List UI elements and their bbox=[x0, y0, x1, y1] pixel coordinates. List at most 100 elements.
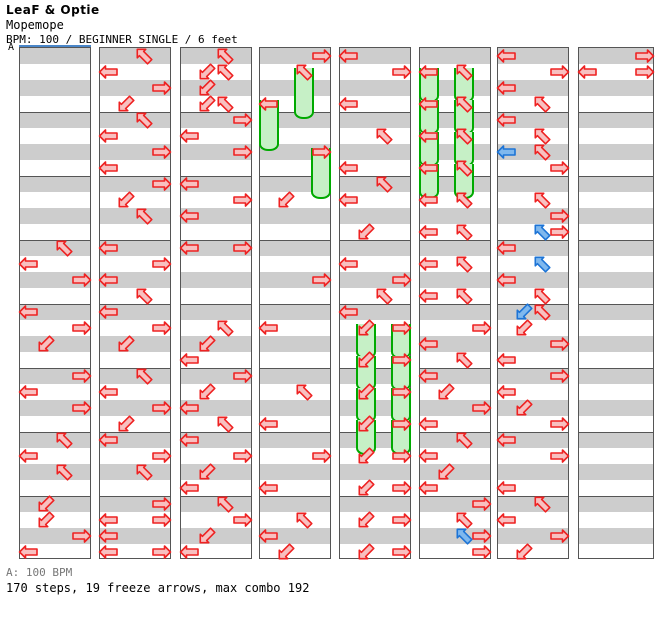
note-arrow-left[interactable] bbox=[495, 384, 519, 400]
freeze-head-arrow-up[interactable] bbox=[452, 128, 476, 145]
note-arrow-down[interactable] bbox=[195, 95, 219, 112]
freeze-head-arrow-left[interactable] bbox=[417, 64, 441, 80]
note-arrow-left[interactable] bbox=[178, 176, 202, 192]
note-arrow-left[interactable] bbox=[417, 336, 441, 352]
note-arrow-left[interactable] bbox=[178, 544, 202, 560]
note-arrow-right[interactable] bbox=[632, 64, 656, 80]
measure-column[interactable] bbox=[495, 45, 571, 560]
freeze-head-arrow-left[interactable] bbox=[417, 160, 441, 176]
note-arrow-left[interactable] bbox=[417, 288, 441, 304]
note-arrow-left[interactable] bbox=[417, 368, 441, 384]
note-arrow-down[interactable] bbox=[354, 511, 378, 528]
note-arrow-up[interactable] bbox=[52, 464, 76, 481]
note-arrow-up[interactable] bbox=[530, 304, 554, 321]
freeze-head-arrow-down[interactable] bbox=[354, 319, 378, 336]
note-arrow-left[interactable] bbox=[178, 208, 202, 224]
note-arrow-down[interactable] bbox=[114, 95, 138, 112]
note-arrow-left[interactable] bbox=[97, 64, 121, 80]
note-arrow-left[interactable] bbox=[97, 384, 121, 400]
note-arrow-left[interactable] bbox=[495, 80, 519, 96]
measure-column[interactable] bbox=[576, 45, 656, 559]
note-arrow-right[interactable] bbox=[149, 256, 173, 272]
note-arrow-left[interactable] bbox=[495, 112, 519, 128]
note-arrow-up[interactable] bbox=[530, 496, 554, 513]
note-arrow-down[interactable] bbox=[195, 335, 219, 352]
note-arrow-left[interactable] bbox=[178, 432, 202, 448]
note-arrow-left[interactable] bbox=[417, 224, 441, 240]
note-arrow-up[interactable] bbox=[452, 432, 476, 449]
note-arrow-left[interactable] bbox=[257, 528, 281, 544]
note-arrow-up[interactable] bbox=[452, 192, 476, 209]
note-arrow-left[interactable] bbox=[97, 528, 121, 544]
note-arrow-left[interactable] bbox=[576, 64, 600, 80]
note-arrow-up[interactable] bbox=[530, 288, 554, 305]
note-arrow-right[interactable] bbox=[69, 368, 93, 384]
note-arrow-left[interactable] bbox=[178, 352, 202, 368]
note-arrow-right[interactable] bbox=[389, 544, 413, 560]
freeze-arrow[interactable] bbox=[259, 100, 279, 151]
note-arrow-up[interactable] bbox=[52, 240, 76, 257]
note-arrow-up[interactable] bbox=[372, 128, 396, 145]
note-arrow-right[interactable] bbox=[69, 320, 93, 336]
note-arrow-up[interactable] bbox=[530, 96, 554, 113]
note-arrow-up[interactable] bbox=[452, 224, 476, 241]
note-arrow-left[interactable] bbox=[495, 432, 519, 448]
note-arrow-left[interactable] bbox=[178, 240, 202, 256]
measure-column[interactable] bbox=[417, 45, 493, 559]
note-arrow-down[interactable] bbox=[354, 543, 378, 560]
note-arrow-right[interactable] bbox=[149, 144, 173, 160]
note-arrow-left[interactable] bbox=[495, 240, 519, 256]
note-arrow-down[interactable] bbox=[512, 399, 536, 416]
note-arrow-down[interactable] bbox=[34, 495, 58, 512]
note-arrow-left[interactable] bbox=[17, 304, 41, 320]
note-arrow-down[interactable] bbox=[354, 223, 378, 240]
note-arrow-left[interactable] bbox=[97, 512, 121, 528]
note-arrow-left[interactable] bbox=[97, 240, 121, 256]
note-arrow-up[interactable] bbox=[292, 512, 316, 529]
note-arrow-up[interactable] bbox=[530, 256, 554, 273]
note-arrow-right[interactable] bbox=[547, 368, 571, 384]
freeze-head-arrow-right[interactable] bbox=[389, 320, 413, 336]
note-arrow-down[interactable] bbox=[274, 543, 298, 560]
note-arrow-up[interactable] bbox=[132, 368, 156, 385]
note-arrow-left[interactable] bbox=[495, 512, 519, 528]
note-arrow-up[interactable] bbox=[452, 288, 476, 305]
note-arrow-up[interactable] bbox=[132, 464, 156, 481]
note-arrow-left[interactable] bbox=[178, 128, 202, 144]
note-arrow-down[interactable] bbox=[354, 447, 378, 464]
note-arrow-down[interactable] bbox=[512, 319, 536, 336]
note-arrow-right[interactable] bbox=[230, 448, 254, 464]
note-arrow-right[interactable] bbox=[547, 208, 571, 224]
measure-column[interactable] bbox=[178, 45, 254, 560]
note-arrow-down[interactable] bbox=[195, 463, 219, 480]
note-arrow-up[interactable] bbox=[372, 176, 396, 193]
note-arrow-up[interactable] bbox=[132, 288, 156, 305]
note-arrow-down[interactable] bbox=[195, 383, 219, 400]
note-arrow-up[interactable] bbox=[452, 528, 476, 545]
note-arrow-right[interactable] bbox=[469, 400, 493, 416]
note-arrow-up[interactable] bbox=[372, 288, 396, 305]
note-arrow-down[interactable] bbox=[434, 383, 458, 400]
note-arrow-up[interactable] bbox=[530, 192, 554, 209]
note-arrow-up[interactable] bbox=[213, 48, 237, 65]
note-arrow-down[interactable] bbox=[195, 79, 219, 96]
note-arrow-right[interactable] bbox=[149, 544, 173, 560]
note-arrow-right[interactable] bbox=[149, 80, 173, 96]
freeze-head-arrow-left[interactable] bbox=[417, 128, 441, 144]
measure-column[interactable] bbox=[257, 45, 332, 560]
note-arrow-right[interactable] bbox=[389, 448, 413, 464]
freeze-head-arrow-up[interactable] bbox=[452, 64, 476, 81]
note-arrow-right[interactable] bbox=[69, 528, 93, 544]
freeze-arrow[interactable] bbox=[311, 148, 331, 199]
note-arrow-right[interactable] bbox=[230, 112, 254, 128]
measure-column[interactable] bbox=[338, 45, 413, 560]
note-arrow-up[interactable] bbox=[132, 112, 156, 129]
note-arrow-left[interactable] bbox=[495, 144, 519, 160]
freeze-head-arrow-down[interactable] bbox=[354, 415, 378, 432]
note-arrow-down[interactable] bbox=[512, 543, 536, 560]
note-arrow-down[interactable] bbox=[195, 527, 219, 544]
note-arrow-right[interactable] bbox=[230, 240, 254, 256]
note-arrow-right[interactable] bbox=[389, 512, 413, 528]
note-arrow-up[interactable] bbox=[530, 144, 554, 161]
note-arrow-left[interactable] bbox=[417, 480, 441, 496]
